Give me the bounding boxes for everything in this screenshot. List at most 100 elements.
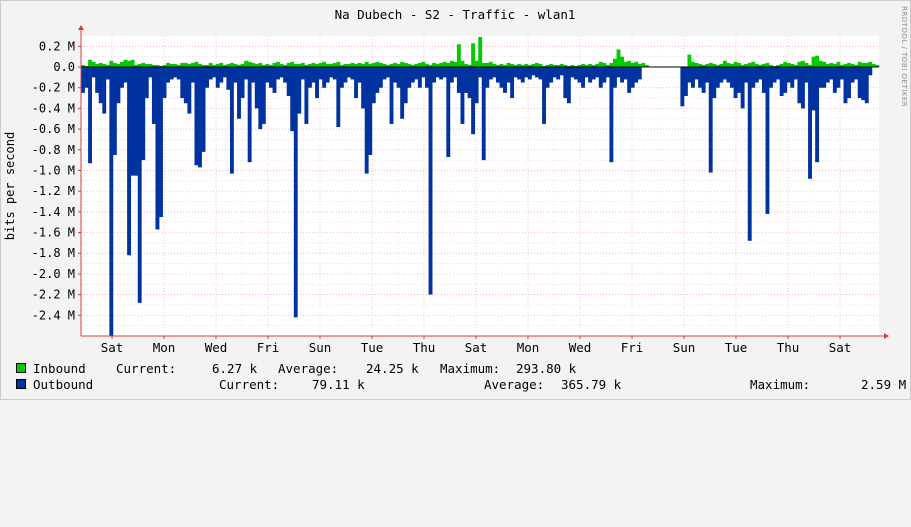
inbound-bar bbox=[868, 61, 873, 68]
outbound-bar bbox=[159, 67, 163, 218]
inbound-bar bbox=[850, 63, 855, 68]
inbound-bar bbox=[871, 63, 876, 68]
outbound-bar bbox=[694, 67, 699, 80]
inbound-bar bbox=[137, 63, 142, 68]
inbound-bar bbox=[875, 64, 880, 68]
inbound-bar bbox=[201, 64, 206, 68]
outbound-bar bbox=[577, 67, 582, 83]
y-tick-label: -2.2 M bbox=[32, 288, 75, 302]
outbound-bar bbox=[776, 67, 781, 80]
inbound-bar bbox=[769, 64, 773, 68]
outbound-bar bbox=[442, 67, 447, 78]
outbound-bar bbox=[251, 67, 256, 83]
outbound-bar bbox=[449, 67, 454, 83]
plot-background bbox=[81, 36, 879, 336]
outbound-bar bbox=[712, 67, 717, 99]
inbound-bar bbox=[644, 64, 649, 68]
x-axis-arrow bbox=[884, 333, 889, 339]
y-tick-label: -1.8 M bbox=[32, 246, 75, 260]
inbound-bar bbox=[584, 64, 589, 68]
outbound-bar bbox=[467, 67, 472, 99]
outbound-bar bbox=[758, 67, 763, 80]
outbound-bar bbox=[127, 67, 132, 256]
inbound-bar bbox=[268, 64, 273, 68]
chart-canvas: Na Dubech - S2 - Traffic - wlan1 bits pe… bbox=[0, 0, 911, 400]
outbound-bar bbox=[478, 67, 483, 78]
inbound-bar bbox=[520, 64, 525, 68]
inbound-bar bbox=[730, 63, 734, 68]
outbound-bar bbox=[116, 67, 121, 104]
outbound-bar bbox=[715, 67, 720, 88]
inbound-bar bbox=[386, 64, 390, 68]
legend-inbound-average: 24.25 k bbox=[366, 361, 419, 376]
y-axis-arrow bbox=[78, 25, 84, 30]
outbound-bar bbox=[393, 67, 398, 83]
outbound-bar bbox=[311, 67, 316, 83]
legend-outbound-average-label: Average: bbox=[484, 377, 545, 392]
outbound-bar bbox=[237, 67, 241, 119]
inbound-bar bbox=[524, 63, 529, 68]
outbound-bar bbox=[783, 67, 788, 93]
outbound-bar bbox=[343, 67, 348, 83]
outbound-bar bbox=[208, 67, 213, 80]
inbound-bar bbox=[116, 63, 121, 68]
inbound-bar bbox=[737, 62, 742, 68]
inbound-bar bbox=[488, 61, 493, 68]
outbound-bar bbox=[456, 67, 461, 93]
outbound-bar bbox=[233, 67, 238, 83]
legend-inbound-maximum-label: Maximum: bbox=[440, 361, 501, 376]
inbound-bar bbox=[453, 61, 458, 68]
outbound-bar bbox=[769, 67, 773, 88]
inbound-bar bbox=[286, 62, 291, 68]
inbound-bar bbox=[435, 63, 440, 68]
outbound-bar bbox=[534, 67, 539, 78]
outbound-bar bbox=[84, 67, 89, 88]
inbound-bar bbox=[765, 62, 770, 68]
inbound-bar bbox=[790, 63, 795, 68]
inbound-bar bbox=[105, 64, 110, 68]
outbound-bar bbox=[623, 67, 628, 80]
outbound-bar bbox=[566, 67, 571, 104]
inbound-bar bbox=[630, 62, 635, 68]
inbound-bar bbox=[173, 63, 178, 68]
inbound-bar bbox=[283, 64, 288, 68]
x-tick-label: Mon bbox=[517, 340, 540, 355]
outbound-bar bbox=[722, 67, 727, 80]
y-axis-label: bits per second bbox=[3, 132, 17, 240]
inbound-bar bbox=[233, 63, 238, 68]
outbound-bar bbox=[733, 67, 738, 99]
outbound-bar bbox=[708, 67, 713, 173]
inbound-bar bbox=[258, 62, 263, 68]
outbound-bar bbox=[549, 67, 554, 83]
inbound-bar bbox=[843, 63, 848, 68]
inbound-bar bbox=[715, 64, 720, 68]
outbound-bar bbox=[112, 67, 117, 155]
inbound-bar bbox=[95, 63, 100, 68]
outbound-bar bbox=[868, 67, 873, 76]
outbound-bar bbox=[815, 67, 820, 163]
inbound-bar bbox=[151, 64, 156, 68]
inbound-bar bbox=[297, 63, 302, 68]
legend-inbound-maximum: 293.80 k bbox=[516, 361, 577, 376]
inbound-bar bbox=[467, 64, 472, 68]
inbound-bar bbox=[492, 63, 497, 68]
outbound-bar bbox=[495, 67, 500, 83]
inbound-bar bbox=[542, 66, 546, 68]
outbound-bar bbox=[120, 67, 124, 88]
inbound-bar bbox=[219, 62, 224, 68]
outbound-bar bbox=[705, 67, 710, 83]
inbound-bar bbox=[573, 66, 578, 68]
outbound-bar bbox=[276, 67, 280, 80]
outbound-bar bbox=[400, 67, 405, 119]
outbound-bar bbox=[123, 67, 128, 83]
legend-outbound-current-label: Current: bbox=[219, 377, 280, 392]
outbound-bar bbox=[240, 67, 245, 99]
inbound-bar bbox=[740, 64, 745, 68]
x-tick-label: Thu bbox=[777, 340, 800, 355]
inbound-bar bbox=[261, 64, 266, 68]
outbound-bar bbox=[588, 67, 593, 83]
inbound-bar bbox=[318, 62, 323, 68]
inbound-bar bbox=[183, 62, 188, 68]
outbound-bar bbox=[818, 67, 823, 88]
outbound-bar bbox=[620, 67, 624, 83]
